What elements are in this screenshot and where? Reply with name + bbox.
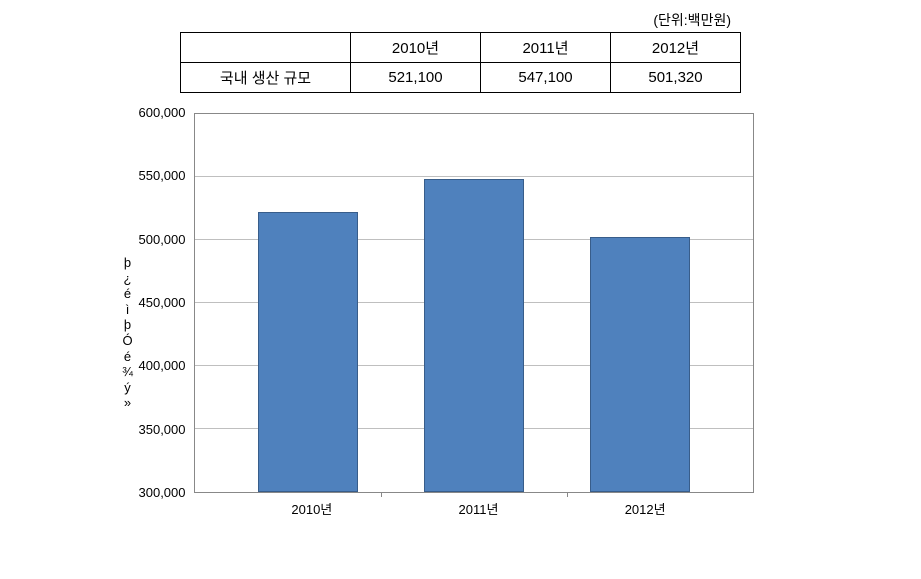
bar bbox=[590, 237, 690, 492]
bar-slot bbox=[253, 114, 363, 492]
x-tick-mark bbox=[381, 492, 382, 497]
unit-label: (단위:백만원) bbox=[60, 10, 861, 30]
table-col-header: 2011년 bbox=[481, 33, 611, 63]
table-cell: 501,320 bbox=[611, 63, 741, 93]
table-cell: 521,100 bbox=[351, 63, 481, 93]
data-table: 2010년 2011년 2012년 국내 생산 규모 521,100 547,1… bbox=[180, 32, 741, 93]
bar bbox=[258, 212, 358, 492]
bar-slot bbox=[585, 114, 695, 492]
table-cell: 547,100 bbox=[481, 63, 611, 93]
x-tick-label: 2011년 bbox=[423, 499, 533, 518]
table-col-header: 2012년 bbox=[611, 33, 741, 63]
plot-area bbox=[194, 113, 754, 493]
x-axis: 2010년 2011년 2012년 bbox=[199, 493, 759, 518]
y-axis-label: þ¿éìþÓé¾ý» bbox=[121, 113, 135, 493]
table-row-header: 국내 생산 규모 bbox=[181, 63, 351, 93]
x-tick-mark bbox=[567, 492, 568, 497]
x-tick-label: 2010년 bbox=[257, 499, 367, 518]
bar-slot bbox=[419, 114, 529, 492]
table-row: 국내 생산 규모 521,100 547,100 501,320 bbox=[181, 63, 741, 93]
x-tick-label: 2012년 bbox=[590, 499, 700, 518]
bars-container bbox=[195, 114, 753, 492]
y-axis: 600,000550,000500,000450,000400,000350,0… bbox=[139, 113, 194, 493]
table-col-header: 2010년 bbox=[351, 33, 481, 63]
bar bbox=[424, 179, 524, 492]
table-corner-cell bbox=[181, 33, 351, 63]
table-header-row: 2010년 2011년 2012년 bbox=[181, 33, 741, 63]
bar-chart: þ¿éìþÓé¾ý» 600,000550,000500,000450,0004… bbox=[121, 113, 801, 518]
